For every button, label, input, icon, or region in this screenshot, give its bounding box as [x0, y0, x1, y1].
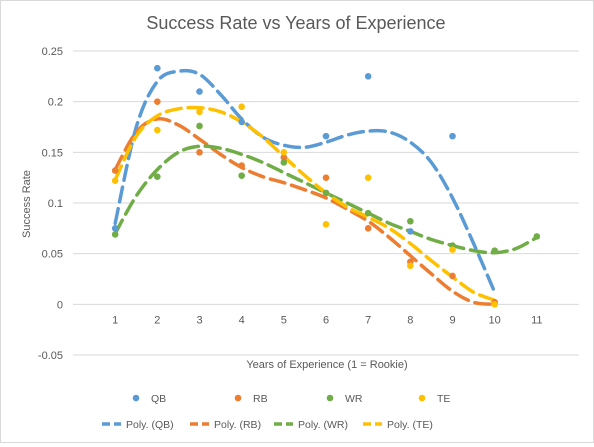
y-axis-tick-labels: -0.05 0 0.05 0.1 0.15 0.2 0.25 — [38, 46, 63, 362]
data-point-te — [322, 220, 330, 228]
legend-label-poly-qb: Poly. (QB) — [126, 419, 174, 431]
legend-marker-qb — [132, 394, 140, 402]
data-point-te — [491, 301, 498, 308]
x-tick-label: 5 — [281, 314, 287, 326]
data-point-te — [196, 108, 203, 116]
x-axis-title: Years of Experience (1 = Rookie) — [246, 359, 407, 371]
data-point-qb — [364, 73, 372, 80]
legend-label-qb: QB — [151, 393, 166, 405]
legend-marker-rb — [234, 394, 242, 402]
trendlines — [113, 68, 539, 307]
data-point-wr — [364, 209, 372, 217]
x-axis-tick-labels: 1 2 3 4 5 6 7 8 9 10 11 — [112, 314, 542, 326]
x-tick-label: 11 — [531, 314, 542, 326]
legend-label-poly-wr: Poly. (WR) — [298, 419, 348, 431]
data-point-wr — [111, 231, 119, 238]
y-tick-label: 0.15 — [42, 147, 63, 159]
data-point-te — [280, 149, 288, 156]
y-tick-label: 0.25 — [42, 46, 63, 58]
data-point-wr — [491, 247, 498, 254]
legend-label-wr: WR — [345, 393, 363, 405]
trendline-poly-rb — [113, 116, 497, 307]
y-tick-label: 0.2 — [48, 97, 63, 109]
data-point-rb — [364, 225, 372, 232]
data-point-te — [449, 246, 456, 253]
data-point-rb — [280, 154, 288, 161]
x-tick-label: 2 — [154, 314, 160, 326]
data-point-qb — [196, 88, 203, 95]
x-tick-label: 8 — [407, 314, 413, 326]
data-point-te — [238, 103, 245, 111]
data-point-qb — [449, 132, 456, 140]
chart-title: Success Rate vs Years of Experience — [146, 13, 445, 33]
data-point-qb — [407, 228, 414, 235]
data-point-wr — [322, 189, 330, 197]
data-point-wr — [407, 217, 414, 225]
data-point-rb — [111, 167, 119, 174]
data-point-wr — [154, 173, 161, 180]
legend-label-poly-te: Poly. (TE) — [387, 419, 433, 431]
data-point-rb — [196, 149, 203, 156]
data-point-wr — [238, 172, 245, 179]
y-tick-label: 0 — [57, 299, 63, 311]
trendline-poly-te — [113, 105, 497, 303]
data-point-qb — [154, 64, 161, 72]
data-point-rb — [322, 174, 330, 181]
data-point-qb — [322, 132, 330, 140]
x-tick-label: 1 — [112, 314, 118, 326]
x-tick-label: 10 — [489, 314, 501, 326]
legend-marker-te — [418, 394, 426, 402]
legend: QB RB WR TE Poly. (QB) Poly. (RB) Poly. (WR) Po… — [102, 393, 450, 431]
legend-label-te: TE — [437, 393, 450, 405]
legend-label-rb: RB — [253, 393, 268, 405]
data-point-te — [111, 177, 119, 185]
data-point-qb — [111, 225, 119, 232]
x-tick-label: 7 — [365, 314, 371, 326]
y-tick-label: -0.05 — [38, 350, 63, 362]
data-point-wr — [280, 159, 288, 166]
x-tick-label: 9 — [449, 314, 455, 326]
data-point-wr — [533, 233, 541, 240]
legend-marker-wr — [326, 394, 334, 402]
x-tick-label: 4 — [239, 314, 245, 326]
y-axis-title: Success Rate — [21, 170, 33, 238]
y-tick-label: 0.05 — [42, 249, 63, 261]
data-point-te — [407, 262, 414, 270]
data-point-wr — [196, 122, 203, 130]
legend-label-poly-rb: Poly. (RB) — [214, 419, 261, 431]
data-point-rb — [238, 162, 245, 169]
x-tick-label: 3 — [196, 314, 202, 326]
y-tick-label: 0.1 — [48, 198, 63, 210]
data-point-te — [154, 126, 161, 134]
trendline-poly-wr — [113, 144, 539, 255]
data-points — [111, 64, 541, 308]
x-tick-label: 6 — [323, 314, 329, 326]
data-point-rb — [154, 98, 161, 105]
data-point-te — [364, 174, 372, 181]
data-point-rb — [449, 272, 456, 280]
data-point-qb — [238, 118, 245, 126]
trendline-poly-qb — [113, 68, 497, 294]
